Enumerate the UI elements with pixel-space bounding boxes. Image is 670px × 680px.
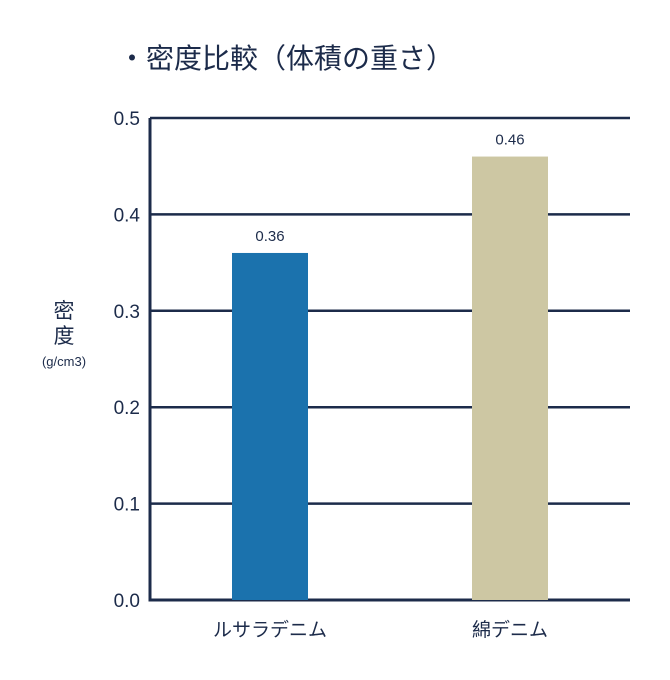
y-axis-unit: (g/cm3) [42, 354, 86, 369]
y-tick-label: 0.3 [114, 302, 140, 323]
chart-title: ・密度比較（体積の重さ） [118, 42, 454, 75]
bar-value-label: 0.46 [495, 132, 524, 149]
y-tick-label: 0.2 [114, 398, 140, 419]
bars [232, 156, 548, 600]
y-tick-label: 0.1 [114, 495, 140, 516]
y-axis-label-char-2: 度 [54, 324, 75, 348]
value-labels: 0.36 0.46 [255, 132, 524, 245]
y-tick-label: 0.4 [114, 205, 141, 226]
bar-value-label: 0.36 [255, 228, 284, 245]
y-tick-labels: 0.0 0.1 0.2 0.3 0.4 0.5 [114, 109, 141, 612]
gridlines [150, 116, 630, 602]
y-tick-label: 0.0 [114, 591, 140, 612]
y-tick-label: 0.5 [114, 109, 140, 130]
y-axis-label-char-1: 密 [54, 299, 75, 323]
category-labels: ルサラデニム 綿デニム [213, 619, 548, 641]
bar [472, 156, 548, 600]
bar [232, 252, 308, 600]
y-axis-label: 密 度 (g/cm3) [42, 299, 86, 369]
category-label: 綿デニム [472, 619, 548, 641]
category-label: ルサラデニム [213, 619, 327, 641]
